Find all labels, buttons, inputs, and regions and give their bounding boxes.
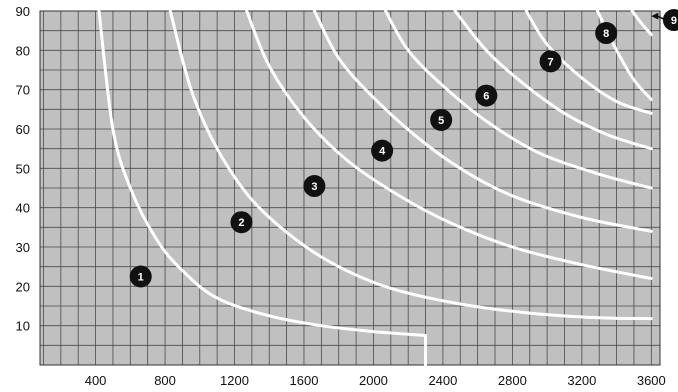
y-tick-label: 70 [16, 83, 30, 98]
badge-label: 9 [671, 15, 677, 27]
badge-label: 1 [138, 272, 144, 284]
badge-label: 2 [238, 217, 244, 229]
x-tick-label: 1200 [220, 373, 249, 388]
arrow-head-icon [651, 12, 659, 20]
x-tick-label: 2400 [428, 373, 457, 388]
badge-label: 7 [548, 56, 554, 68]
badge-circle [430, 108, 453, 131]
y-tick-label: 40 [16, 201, 30, 216]
x-tick-label: 2800 [498, 373, 527, 388]
y-tick-label: 90 [16, 4, 30, 19]
x-tick-label: 800 [154, 373, 176, 388]
zone-curve-7 [524, 9, 653, 115]
y-tick-label: 10 [16, 319, 30, 334]
zone-curve-6 [453, 9, 653, 151]
zone-curve-2 [168, 9, 653, 321]
y-tick-label: 60 [16, 122, 30, 137]
x-tick-label: 3200 [567, 373, 596, 388]
zone-badge-4: 4 [371, 139, 394, 162]
zone-curve-9 [630, 9, 653, 37]
badge-circle [595, 22, 618, 45]
zone-curve-5 [384, 9, 653, 190]
badge-label: 5 [438, 115, 444, 127]
zone-badge-5: 5 [430, 108, 453, 131]
zone-badge-6: 6 [475, 84, 498, 107]
zone-curve-3 [245, 9, 653, 280]
zone-curve-1 [97, 9, 427, 367]
badge-circle [129, 265, 152, 288]
badge-label: 4 [379, 146, 386, 158]
zone-badge-1: 1 [129, 265, 152, 288]
zone-curve-4 [312, 9, 653, 233]
zone-badge-3: 3 [303, 175, 326, 198]
y-tick-label: 80 [16, 43, 30, 58]
badge-label: 6 [483, 91, 489, 103]
x-axis: 400 800 1200 1600 2000 2400 2800 3200 3600 [85, 373, 666, 388]
grid [39, 10, 661, 366]
badge-circle [230, 211, 253, 234]
zone-badge-8: 8 [595, 22, 618, 45]
badge-circle [662, 9, 678, 32]
x-tick-label: 3600 [637, 373, 666, 388]
plot-border [39, 10, 661, 366]
badge-label: 3 [311, 181, 317, 193]
badge-circle [303, 175, 326, 198]
y-tick-label: 20 [16, 279, 30, 294]
badge-circle [371, 139, 394, 162]
curves [97, 9, 653, 367]
badge-label: 8 [603, 28, 609, 40]
zone-badge-9: 9 [651, 9, 678, 32]
x-tick-label: 400 [85, 373, 107, 388]
badge-circle [539, 50, 562, 73]
badge-circle [475, 84, 498, 107]
badges: 1 2 3 4 5 6 7 8 9 [129, 9, 678, 288]
x-tick-label: 2000 [359, 373, 388, 388]
zone-badge-2: 2 [230, 211, 253, 234]
y-tick-label: 30 [16, 240, 30, 255]
x-tick-label: 1600 [290, 373, 319, 388]
y-axis: 10 20 30 40 50 60 70 80 90 [16, 4, 30, 334]
zone-badge-7: 7 [539, 50, 562, 73]
y-tick-label: 50 [16, 161, 30, 176]
